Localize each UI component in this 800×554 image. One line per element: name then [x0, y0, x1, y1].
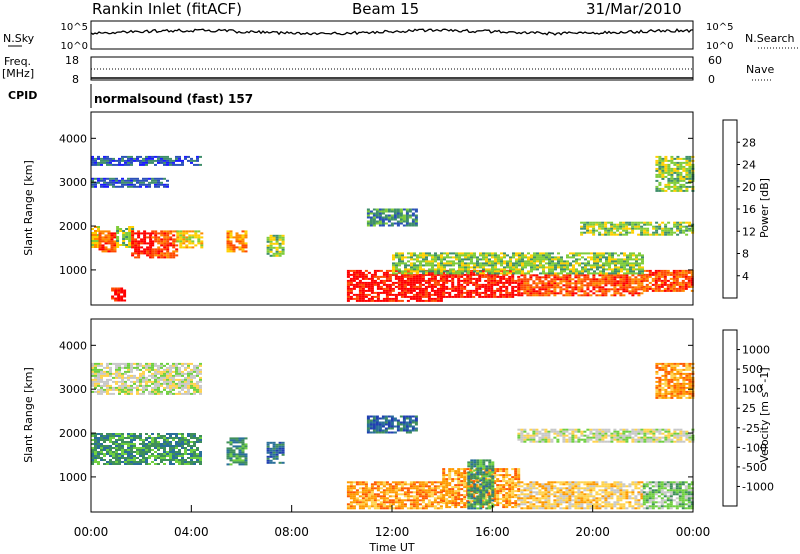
power-ylabel: Slant Range [km] — [22, 160, 35, 256]
nsearch-tick-low: 10^0 — [706, 41, 733, 52]
beam-title: Beam 15 — [352, 0, 419, 18]
y-tick-label: 4000 — [59, 339, 87, 352]
power-patch — [176, 230, 204, 249]
velocity-patch — [226, 437, 248, 466]
colorbar-tick-label: 100 — [742, 383, 763, 396]
nsky-panel: N.Sky 10^5 10^0 10^5 10^0 N.Search — [3, 20, 798, 52]
freq-tick-low: 8 — [72, 73, 79, 86]
colorbar-tick-label: -1000 — [742, 480, 774, 493]
velocity-patches — [91, 362, 695, 510]
power-patch — [642, 269, 694, 292]
y-tick-label: 1000 — [59, 471, 87, 484]
freq-tick-high: 18 — [65, 54, 79, 67]
velocity-patch — [467, 459, 495, 510]
colorbar-tick-label: 1000 — [742, 344, 770, 357]
y-tick-label: 2000 — [59, 220, 87, 233]
colorbar-tick-label: -25 — [742, 422, 760, 435]
nsky-tick-high: 10^5 — [61, 22, 88, 33]
velocity-patch — [346, 481, 443, 510]
velocity-patch — [517, 481, 644, 510]
y-tick-label: 1000 — [59, 264, 87, 277]
colorbar-tick-label: 16 — [742, 203, 756, 216]
velocity-y-axis: 1000 2000 3000 4000 — [59, 339, 693, 484]
power-patch — [98, 230, 117, 253]
power-patches — [91, 155, 695, 302]
colorbar-tick-label: 4 — [742, 270, 749, 283]
velocity-colorbar-label: Velocity [m s^-1] — [758, 367, 771, 462]
cpid-row: CPID normalsound (fast) 157 — [8, 84, 253, 108]
x-tick-label: 12:00 — [375, 525, 410, 539]
power-panel: 1000 2000 3000 4000 Slant Range [km] 4 8 12 16… — [22, 111, 771, 306]
nave-label: Nave — [746, 63, 774, 76]
power-patch — [580, 221, 695, 236]
colorbar-tick-label: 25 — [742, 402, 756, 415]
power-patch — [91, 155, 202, 166]
power-patch — [131, 230, 153, 259]
nave-tick-high: 60 — [708, 54, 722, 67]
colorbar-frame — [722, 119, 738, 299]
power-patch — [266, 234, 285, 257]
velocity-patch — [517, 428, 695, 443]
y-tick-label: 3000 — [59, 383, 87, 396]
nsky-label: N.Sky — [3, 32, 35, 45]
colorbar-tick-label: 500 — [742, 363, 763, 376]
nave-tick-low: 0 — [708, 73, 715, 86]
power-colorbar: 4 8 12 16 20 24 28 — [722, 119, 756, 299]
velocity-xlabel: Time UT — [368, 541, 414, 554]
power-patch — [366, 208, 418, 227]
power-patch — [91, 177, 169, 188]
colorbar-tick-label: 12 — [742, 225, 756, 238]
freq-unit: [MHz] — [2, 67, 34, 80]
x-tick-label: 16:00 — [475, 525, 510, 539]
colorbar-tick-label: 20 — [742, 181, 756, 194]
velocity-patch — [91, 362, 202, 395]
cpid-value: normalsound (fast) 157 — [94, 92, 253, 106]
power-patch — [111, 287, 127, 302]
nsky-trace — [90, 28, 694, 36]
velocity-x-axis: 00:00 04:00 08:00 12:00 16:00 20:00 00:00 — [74, 505, 711, 539]
colorbar-tick-label: 28 — [742, 136, 756, 149]
x-tick-label: 00:00 — [74, 525, 109, 539]
date-title: 31/Mar/2010 — [586, 0, 682, 18]
y-tick-label: 3000 — [59, 176, 87, 189]
x-tick-label: 08:00 — [274, 525, 309, 539]
freq-panel: Freq. [MHz] 18 8 60 0 Nave — [2, 54, 774, 86]
colorbar-frame — [722, 329, 738, 507]
velocity-patch — [655, 362, 695, 399]
colorbar-tick-label: 24 — [742, 159, 756, 172]
y-tick-label: 2000 — [59, 427, 87, 440]
x-tick-label: 20:00 — [575, 525, 610, 539]
x-tick-label: 04:00 — [174, 525, 209, 539]
power-patch — [655, 155, 695, 192]
velocity-patch — [91, 433, 202, 465]
cpid-label: CPID — [8, 89, 37, 102]
power-patch — [226, 230, 248, 253]
power-colorbar-label: Power [dB] — [758, 178, 771, 238]
colorbar-tick-label: 8 — [742, 248, 749, 261]
velocity-patch — [366, 415, 418, 434]
nsearch-label: N.Search — [745, 32, 795, 45]
nsearch-tick-high: 10^5 — [706, 22, 733, 33]
power-patch — [151, 230, 179, 259]
freq-label: Freq. — [4, 55, 31, 68]
velocity-colorbar: 1000 500 100 25 -25 -100 -500 -1000 — [722, 329, 774, 507]
power-patch — [517, 274, 644, 297]
velocity-panel: 1000 2000 3000 4000 00:00 04:00 08:00 12:00 16:… — [22, 318, 774, 554]
station-title: Rankin Inlet (fitACF) — [92, 0, 242, 18]
power-y-axis: 1000 2000 3000 4000 — [59, 132, 693, 277]
velocity-ylabel: Slant Range [km] — [22, 367, 35, 463]
power-patch — [392, 252, 644, 275]
colorbar-tick-label: -100 — [742, 441, 767, 454]
nsky-tick-low: 10^0 — [61, 41, 88, 52]
power-patch — [346, 269, 443, 302]
velocity-patch — [266, 441, 285, 464]
velocity-patch — [642, 481, 694, 510]
x-tick-label: 00:00 — [676, 525, 711, 539]
colorbar-tick-label: -500 — [742, 461, 767, 474]
y-tick-label: 4000 — [59, 132, 87, 145]
